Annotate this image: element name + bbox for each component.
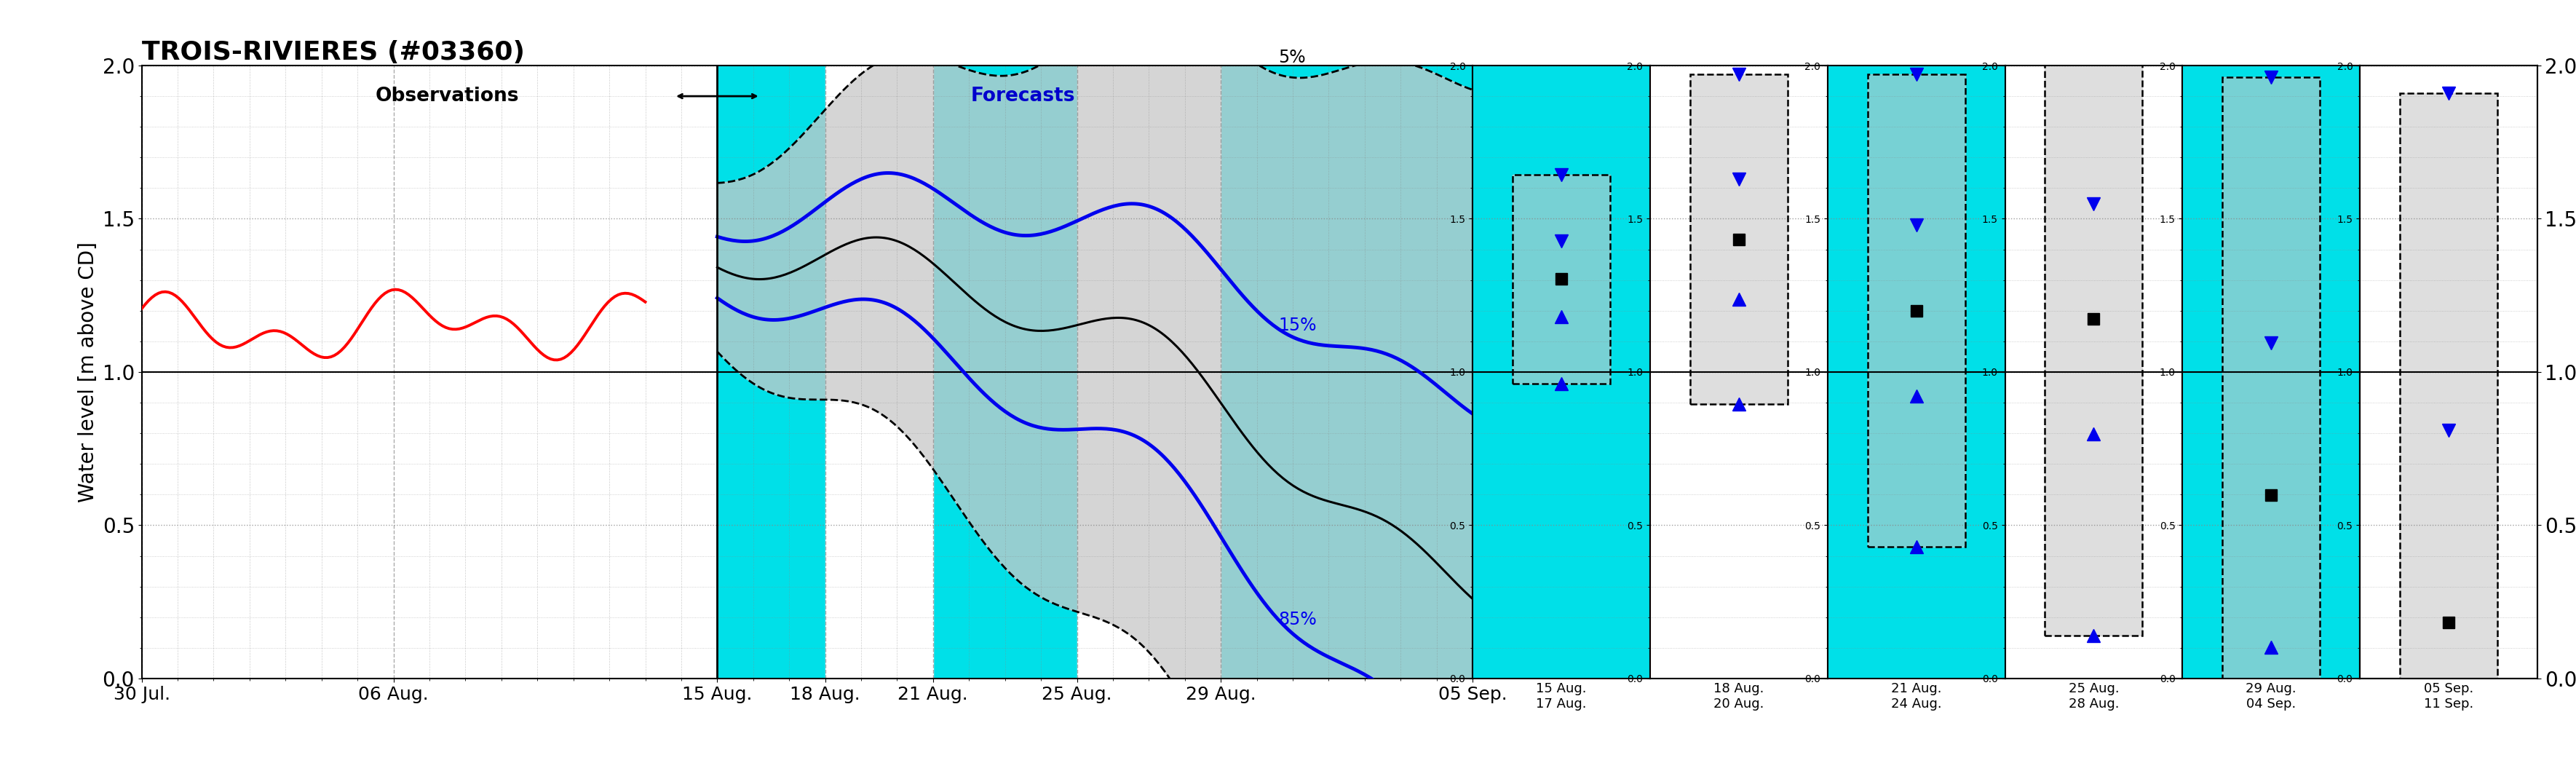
Bar	[1868, 75, 1965, 547]
Bar	[142, 66, 716, 678]
Bar	[1690, 74, 1788, 404]
Text: Forecasts: Forecasts	[971, 86, 1074, 106]
X-axis label: 25 Aug.
28 Aug.: 25 Aug. 28 Aug.	[2069, 682, 2120, 711]
Bar	[716, 66, 824, 678]
X-axis label: 29 Aug.
04 Sep.: 29 Aug. 04 Sep.	[2246, 682, 2298, 711]
Bar	[933, 66, 1077, 678]
X-axis label: 05 Sep.
11 Sep.: 05 Sep. 11 Sep.	[2424, 682, 2473, 711]
X-axis label: 18 Aug.
20 Aug.: 18 Aug. 20 Aug.	[1713, 682, 1765, 711]
Bar	[824, 66, 933, 678]
Text: 85%: 85%	[1278, 611, 1316, 628]
Y-axis label: Water level [m above CD]: Water level [m above CD]	[77, 241, 98, 503]
Bar	[1512, 174, 1610, 383]
Bar	[2401, 93, 2499, 771]
Bar	[1077, 66, 1221, 678]
Text: 5%: 5%	[1278, 49, 1306, 66]
Text: Observations: Observations	[376, 86, 520, 106]
Bar	[1221, 66, 1473, 678]
Text: 15%: 15%	[1278, 317, 1316, 335]
Text: TROIS-RIVIERES (#03360): TROIS-RIVIERES (#03360)	[142, 40, 526, 65]
Bar	[2223, 77, 2321, 771]
Bar	[2045, 2, 2143, 636]
X-axis label: 21 Aug.
24 Aug.: 21 Aug. 24 Aug.	[1891, 682, 1942, 711]
X-axis label: 15 Aug.
17 Aug.: 15 Aug. 17 Aug.	[1535, 682, 1587, 711]
